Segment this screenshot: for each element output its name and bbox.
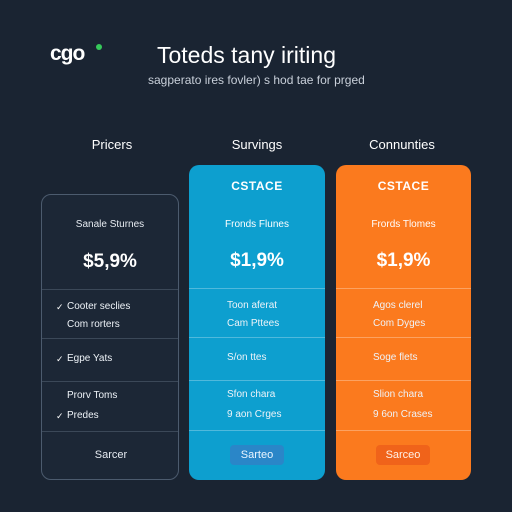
- check-icon: ✓: [56, 354, 64, 364]
- divider: [189, 380, 325, 381]
- plan-subtitle: Fronds Flunes: [225, 219, 289, 230]
- plan-subtitle: Frords Tlomes: [371, 219, 436, 230]
- page-title: Toteds tany iriting: [157, 42, 336, 68]
- feature-item: Slion chara: [373, 389, 424, 400]
- feature-item: 9 6on Crases: [373, 409, 433, 420]
- divider: [336, 380, 471, 381]
- feature-item: Egpe Yats: [67, 353, 113, 364]
- feature-item: 9 aon Crges: [227, 409, 282, 420]
- divider: [336, 288, 471, 289]
- check-icon: ✓: [56, 411, 64, 421]
- feature-item: Soge flets: [373, 352, 418, 363]
- select-plan-button[interactable]: Sarceo: [376, 445, 430, 465]
- select-plan-button[interactable]: Sarcer: [94, 449, 128, 461]
- divider: [336, 430, 471, 431]
- feature-item: Sfon chara: [227, 389, 276, 400]
- divider: [42, 431, 178, 432]
- feature-item: Cooter seclies: [67, 301, 131, 312]
- pricing-card-orange: CSTACE Frords Tlomes $1,9% Agos clerel C…: [336, 165, 471, 480]
- divider: [336, 337, 471, 338]
- column-heading-pricers: Pricers: [91, 137, 133, 152]
- feature-item: Agos clerel: [373, 300, 423, 311]
- feature-item: Com Dyges: [373, 318, 426, 329]
- logo-text: cgo: [50, 42, 85, 65]
- feature-item: Cam Pttees: [227, 318, 280, 329]
- feature-item: S/on ttes: [227, 352, 267, 363]
- plan-price: $1,9%: [230, 250, 284, 271]
- column-heading-connunties: Connunties: [369, 137, 435, 152]
- column-heading-survings: Survings: [231, 137, 283, 152]
- plan-badge: CSTACE: [231, 179, 283, 193]
- pricing-card-basic: Sanale Sturnes $5,9% ✓ Cooter seclies Co…: [41, 194, 179, 480]
- divider: [42, 381, 178, 382]
- page-subtitle: sagperato ires fovler) s hod tae for prg…: [148, 73, 365, 87]
- feature-item: Toon aferat: [227, 300, 278, 311]
- divider: [42, 289, 178, 290]
- plan-price: $5,9%: [83, 251, 137, 272]
- divider: [42, 338, 178, 339]
- divider: [189, 337, 325, 338]
- feature-item: Predes: [67, 410, 99, 421]
- feature-item: Prorv Toms: [67, 390, 118, 401]
- logo-dot-icon: [96, 44, 102, 50]
- plan-price: $1,9%: [376, 250, 431, 271]
- feature-item: Com rorters: [67, 319, 120, 330]
- check-icon: ✓: [56, 302, 64, 312]
- plan-subtitle: Sanale Sturnes: [75, 219, 145, 230]
- divider: [189, 430, 325, 431]
- divider: [189, 288, 325, 289]
- select-plan-button[interactable]: Sarteo: [230, 445, 284, 465]
- pricing-card-blue: CSTACE Fronds Flunes $1,9% Toon aferat C…: [189, 165, 325, 480]
- plan-badge: CSTACE: [377, 179, 430, 193]
